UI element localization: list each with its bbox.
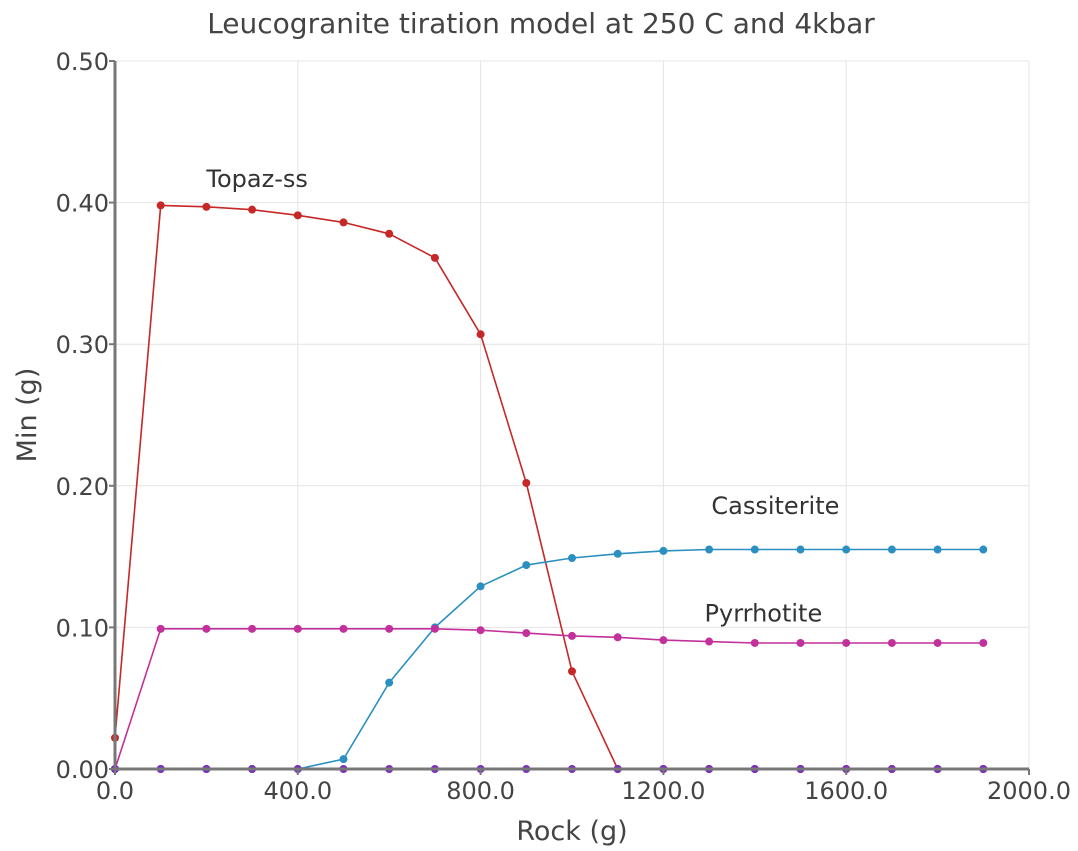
- data-point-cassiterite: [522, 561, 531, 570]
- labels-layer: Topaz-ss Cassiterite Pyrrhotite: [205, 165, 839, 628]
- data-point-topaz-ss: [385, 229, 394, 238]
- x-axis-title: Rock (g): [516, 816, 627, 847]
- y-tick-label: 0.50: [56, 48, 109, 76]
- series-label-cassiterite: Cassiterite: [711, 492, 839, 520]
- data-point-pyrrhotite: [705, 637, 714, 646]
- data-point-pyrrhotite: [339, 624, 348, 633]
- data-point-cassiterite: [933, 545, 942, 554]
- x-tick-label: 0.0: [96, 777, 134, 805]
- data-point-pyrrhotite: [842, 638, 851, 647]
- data-point-topaz-ss: [568, 667, 576, 676]
- data-point-pyrrhotite: [202, 624, 211, 633]
- data-point-topaz-ss: [339, 218, 348, 227]
- data-point-pyrrhotite: [887, 638, 896, 647]
- data-point-pyrrhotite: [476, 626, 485, 635]
- y-tick-label: 0.30: [56, 331, 109, 359]
- data-point-pyrrhotite: [568, 631, 576, 640]
- data-point-pyrrhotite: [385, 624, 394, 633]
- chart-title: Leucogranite tiration model at 250 C and…: [207, 7, 875, 40]
- x-tick-label: 800.0: [446, 777, 515, 805]
- data-point-topaz-ss: [156, 201, 165, 210]
- data-point-pyrrhotite: [248, 624, 257, 633]
- data-point-cassiterite: [568, 554, 576, 563]
- data-point-topaz-ss: [248, 205, 257, 214]
- data-point-cassiterite: [659, 546, 668, 555]
- data-point-pyrrhotite: [659, 636, 668, 645]
- data-point-pyrrhotite: [796, 638, 805, 647]
- data-point-topaz-ss: [293, 211, 302, 220]
- y-axis-title: Min (g): [12, 368, 43, 463]
- data-point-pyrrhotite: [933, 638, 942, 647]
- data-point-cassiterite: [842, 545, 851, 554]
- y-tick-label: 0.40: [56, 190, 109, 218]
- y-tick-label: 0.00: [56, 756, 109, 784]
- data-point-pyrrhotite: [430, 624, 439, 633]
- data-point-pyrrhotite: [522, 629, 531, 638]
- x-tick-label: 1600.0: [804, 777, 888, 805]
- data-point-cassiterite: [979, 545, 988, 554]
- x-tick-label: 2000.0: [987, 777, 1071, 805]
- data-point-pyrrhotite: [750, 638, 759, 647]
- data-point-cassiterite: [613, 549, 622, 558]
- series-label-pyrrhotite: Pyrrhotite: [705, 600, 823, 628]
- y-tick-label: 0.10: [56, 614, 109, 642]
- data-point-pyrrhotite: [979, 638, 988, 647]
- data-point-cassiterite: [887, 545, 896, 554]
- data-point-pyrrhotite: [613, 633, 622, 642]
- data-point-cassiterite: [339, 755, 348, 764]
- x-tick-label: 1200.0: [621, 777, 705, 805]
- data-point-topaz-ss: [430, 253, 439, 262]
- data-point-cassiterite: [476, 582, 485, 591]
- data-point-topaz-ss: [476, 330, 485, 339]
- x-tick-label: 400.0: [263, 777, 332, 805]
- data-point-cassiterite: [796, 545, 805, 554]
- data-point-topaz-ss: [202, 202, 211, 211]
- axes-layer: 0.0 400.0 800.0 1200.0 1600.0 2000.0 0.00 0.10 0…: [56, 48, 1071, 805]
- y-tick-label: 0.20: [56, 473, 109, 501]
- data-point-cassiterite: [705, 545, 714, 554]
- data-point-topaz-ss: [522, 478, 531, 487]
- series-label-topaz-ss: Topaz-ss: [205, 165, 307, 193]
- series-line-pyrrhotite: [114, 627, 984, 770]
- data-point-pyrrhotite: [293, 624, 302, 633]
- data-point-cassiterite: [750, 545, 759, 554]
- data-point-cassiterite: [385, 678, 394, 687]
- data-point-pyrrhotite: [156, 624, 165, 633]
